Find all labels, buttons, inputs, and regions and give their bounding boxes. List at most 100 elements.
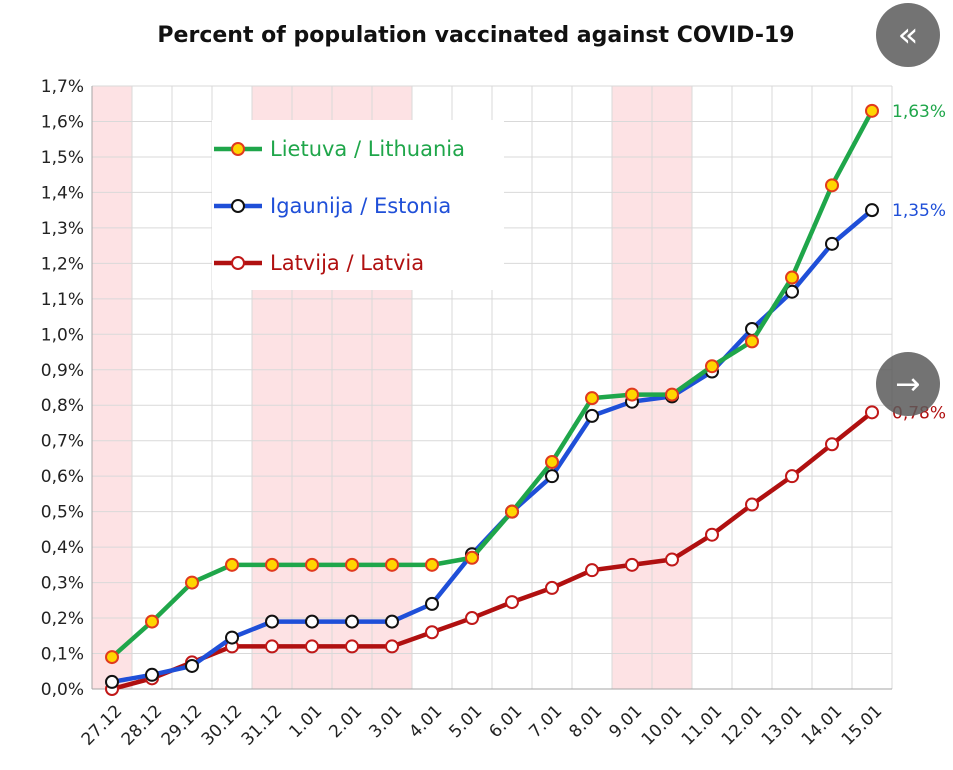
data-point (785, 270, 799, 285)
data-point (545, 580, 559, 595)
y-tick-label: 0,7% (41, 432, 84, 452)
y-tick-label: 0,5% (41, 503, 84, 523)
data-point (745, 334, 759, 349)
legend-label: Lietuva / Lithuania (270, 137, 465, 161)
data-point (465, 550, 479, 565)
y-tick-label: 1,7% (41, 77, 84, 97)
x-tick-label: 2.01 (325, 701, 366, 742)
next-button[interactable]: → (876, 352, 940, 416)
arrow-right-icon: → (895, 366, 921, 402)
data-point (705, 359, 719, 374)
data-point (825, 178, 839, 193)
data-point (585, 563, 599, 578)
y-tick-label: 1,0% (41, 325, 84, 345)
x-tick-label: 5.01 (445, 701, 486, 742)
data-point (865, 405, 879, 420)
data-point (625, 557, 639, 572)
data-point (785, 284, 799, 299)
data-point (425, 557, 439, 572)
data-point (785, 469, 799, 484)
x-tick-label: 29.12 (158, 701, 207, 750)
legend-label: Igaunija / Estonia (270, 194, 451, 218)
x-tick-label: 8.01 (565, 701, 606, 742)
data-point (345, 557, 359, 572)
data-point (305, 639, 319, 654)
data-point (265, 557, 279, 572)
y-tick-label: 0,3% (41, 574, 84, 594)
data-point (505, 504, 519, 519)
data-point (705, 527, 719, 542)
y-tick-label: 0,4% (41, 538, 84, 558)
double-chevron-left-icon: « (897, 15, 919, 55)
series: 0,78% 1,35% 1,63% (105, 102, 946, 696)
y-tick-label: 0,2% (41, 609, 84, 629)
legend-swatch-marker (231, 199, 245, 213)
chart-title: Percent of population vaccinated against… (157, 23, 794, 48)
data-point (105, 650, 119, 665)
data-point (145, 667, 159, 682)
data-point (865, 203, 879, 218)
data-point (545, 454, 559, 469)
y-tick-label: 0,8% (41, 396, 84, 416)
y-tick-label: 1,3% (41, 219, 84, 239)
data-point (825, 236, 839, 251)
collapse-button[interactable]: « (876, 3, 940, 67)
end-value-label: 1,63% (892, 102, 946, 122)
x-tick-label: 11.01 (678, 701, 727, 750)
y-tick-label: 0,1% (41, 645, 84, 665)
x-tick-label: 28.12 (118, 701, 167, 750)
y-tick-label: 1,4% (41, 183, 84, 203)
x-tick-label: 14.01 (798, 701, 847, 750)
data-point (305, 557, 319, 572)
legend-label: Latvija / Latvia (270, 251, 424, 275)
data-point (465, 611, 479, 626)
data-point (385, 557, 399, 572)
weekend-band (92, 86, 132, 689)
data-point (665, 387, 679, 402)
end-value-label: 1,35% (892, 201, 946, 221)
data-point (105, 674, 119, 689)
data-point (505, 595, 519, 610)
x-tick-label: 1.01 (285, 701, 326, 742)
x-tick-label: 27.12 (78, 701, 127, 750)
legend-swatch-marker (231, 256, 245, 270)
data-point (385, 614, 399, 629)
grid (91, 85, 893, 690)
y-tick-label: 0,6% (41, 467, 84, 487)
data-point (425, 596, 439, 611)
y-tick-label: 1,5% (41, 148, 84, 168)
data-point (625, 387, 639, 402)
y-tick-label: 1,2% (41, 254, 84, 274)
series-0: 1,63% (105, 102, 946, 665)
data-point (865, 103, 879, 118)
legend-swatch-marker (231, 142, 245, 156)
data-point (145, 614, 159, 629)
data-point (545, 469, 559, 484)
x-tick-label: 15.01 (838, 701, 887, 750)
data-point (345, 639, 359, 654)
x-tick-label: 6.01 (485, 701, 526, 742)
data-point (385, 639, 399, 654)
x-tick-label: 4.01 (405, 701, 446, 742)
x-tick-label: 10.01 (638, 701, 687, 750)
data-point (225, 630, 239, 645)
x-tick-label: 13.01 (758, 701, 807, 750)
data-point (265, 614, 279, 629)
y-tick-label: 1,1% (41, 290, 84, 310)
data-point (585, 391, 599, 406)
data-point (585, 408, 599, 423)
y-tick-label: 0,9% (41, 361, 84, 381)
x-tick-label: 3.01 (365, 701, 406, 742)
data-point (745, 497, 759, 512)
data-point (225, 557, 239, 572)
series-2: 0,78% (105, 403, 946, 696)
data-point (425, 625, 439, 640)
x-tick-label: 31.12 (238, 701, 287, 750)
y-tick-label: 1,6% (41, 112, 84, 132)
legend: Lietuva / Lithuania Igaunija / Estonia Lat… (212, 120, 504, 290)
data-point (265, 639, 279, 654)
data-point (665, 552, 679, 567)
y-tick-label: 0,0% (41, 680, 84, 700)
